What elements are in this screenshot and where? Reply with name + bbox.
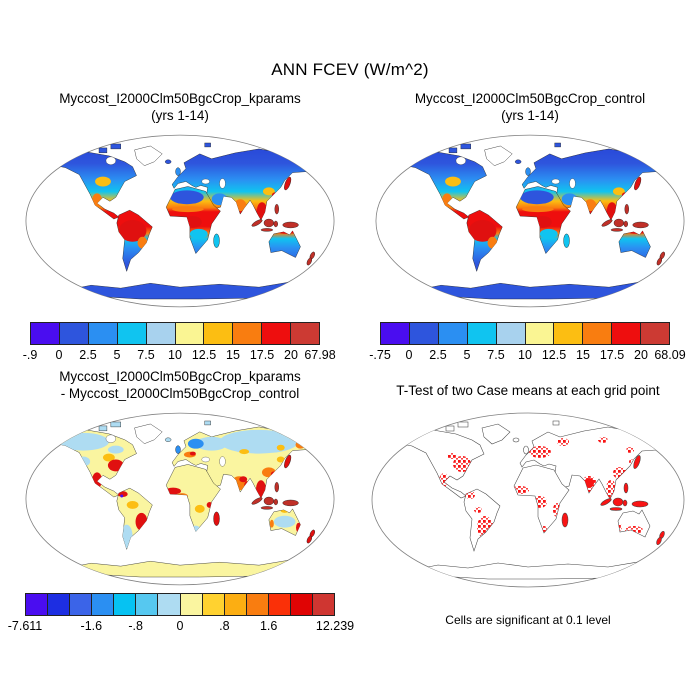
colorbar-tick-label: 7.5 — [487, 348, 505, 362]
colorbar-cell — [525, 323, 555, 344]
colorbar-tick-label: 0 — [55, 348, 63, 362]
colorbar-cell — [88, 323, 118, 344]
figure-title: ANN FCEV (W/m^2) — [271, 60, 429, 79]
colorbar-tick-label: 15 — [226, 348, 240, 362]
colorbar-cell — [290, 594, 314, 615]
colorbar-cell — [246, 594, 269, 615]
panel-title-line1: T-Test of two Case means at each grid po… — [396, 383, 660, 398]
panel-title-line1: Myccost_I2000Clm50BgcCrop_kparams — [59, 91, 301, 106]
colorbar-tick-label: 67.98 — [304, 348, 336, 362]
map-control — [375, 134, 685, 308]
colorbar-cell — [136, 594, 159, 615]
map-difference — [25, 412, 335, 586]
colorbar-cell — [467, 323, 497, 344]
colorbar-cell — [114, 594, 137, 615]
panel-title: Myccost_I2000Clm50BgcCrop_kparams - Mycc… — [22, 368, 338, 402]
colorbar-tick-label: -.8 — [128, 619, 143, 633]
panel-title-line1: Myccost_I2000Clm50BgcCrop_kparams — [59, 369, 301, 384]
colorbar-tick-label: 20 — [284, 348, 298, 362]
colorbar-tick-label: 0 — [405, 348, 413, 362]
colorbar-cell — [180, 594, 203, 615]
colorbar-tick-label: -7.611 — [7, 619, 43, 633]
colorbar-tick-label: 12.5 — [541, 348, 567, 362]
lakes — [105, 156, 226, 189]
panel-kparams: Myccost_I2000Clm50BgcCrop_kparams (yrs 1… — [22, 90, 338, 375]
colorbar-cell — [59, 323, 89, 344]
colorbar-cell — [204, 323, 234, 344]
colorbar-tick-label: -1.6 — [80, 619, 103, 633]
colorbar-cell — [70, 594, 93, 615]
colorbar-cell — [48, 594, 71, 615]
colorbar-cell — [409, 323, 439, 344]
colorbar-cells — [380, 322, 670, 345]
panel-ttest: T-Test of two Case means at each grid po… — [368, 368, 688, 660]
colorbar-ticks: -7.611 -1.6 -.8 0 .8 1.6 12.239 — [8, 616, 354, 634]
panel-title-line2: - Myccost_I2000Clm50BgcCrop_control — [60, 386, 300, 401]
colorbar-difference: -7.611 -1.6 -.8 0 .8 1.6 12.239 — [8, 593, 354, 634]
colorbar-cells — [25, 593, 335, 616]
colorbar-cell — [496, 323, 526, 344]
colorbar-cell — [175, 323, 205, 344]
colorbar-tick-label: 10 — [168, 348, 182, 362]
lakes — [455, 156, 576, 189]
colorbar-cell — [31, 323, 60, 344]
map-kparams — [25, 134, 335, 308]
colorbar-cell — [268, 594, 291, 615]
colorbar-cell — [202, 594, 225, 615]
colorbar-tick-label: 68.09 — [654, 348, 686, 362]
colorbar-cell — [583, 323, 613, 344]
panel-title-line2: (yrs 1-14) — [501, 108, 559, 123]
colorbar-cell — [233, 323, 263, 344]
panel-control: Myccost_I2000Clm50BgcCrop_control (yrs 1… — [369, 90, 688, 375]
colorbar-tick-label: 10 — [518, 348, 532, 362]
colorbar-tick-label: 5 — [113, 348, 121, 362]
colorbar-ticks: -.9 0 2.5 5 7.5 10 12.5 15 17.5 20 67.98 — [23, 345, 336, 363]
colorbar-tick-label: 12.239 — [315, 619, 355, 633]
significance-caption: Cells are significant at 0.1 level — [445, 613, 611, 627]
colorbar-tick-label: -.75 — [369, 348, 391, 362]
colorbar-cell — [554, 323, 584, 344]
panel-difference: Myccost_I2000Clm50BgcCrop_kparams - Mycc… — [8, 368, 354, 660]
colorbar-tick-label: 17.5 — [599, 348, 625, 362]
colorbar-control: -.75 0 2.5 5 7.5 10 12.5 15 17.5 20 68.09 — [369, 322, 686, 363]
panel-title-line2: (yrs 1-14) — [151, 108, 209, 123]
colorbar-tick-label: 2.5 — [79, 348, 97, 362]
colorbar-cell — [381, 323, 410, 344]
colorbar-ticks: -.75 0 2.5 5 7.5 10 12.5 15 17.5 20 68.09 — [369, 345, 685, 363]
colorbar-tick-label: -.9 — [22, 348, 38, 362]
colorbar-cell — [92, 594, 115, 615]
panel-title: Myccost_I2000Clm50BgcCrop_control (yrs 1… — [372, 90, 688, 124]
value-overlays — [92, 176, 297, 249]
colorbar-cell — [26, 594, 49, 615]
colorbar-cell — [117, 323, 147, 344]
colorbar-tick-label: 12.5 — [191, 348, 217, 362]
colorbar-cell — [313, 594, 335, 615]
colorbar-cell — [438, 323, 468, 344]
panel-title: Myccost_I2000Clm50BgcCrop_kparams (yrs 1… — [22, 90, 338, 124]
map-ttest — [371, 412, 685, 588]
colorbar-tick-label: 15 — [576, 348, 590, 362]
colorbar-tick-label: 7.5 — [137, 348, 155, 362]
colorbar-cells — [30, 322, 320, 345]
lakes — [105, 434, 226, 467]
colorbar-tick-label: 2.5 — [429, 348, 447, 362]
panel-title: T-Test of two Case means at each grid po… — [368, 382, 688, 399]
colorbar-tick-label: 1.6 — [259, 619, 278, 633]
panel-title-line1: Myccost_I2000Clm50BgcCrop_control — [414, 91, 646, 106]
colorbar-cell — [224, 594, 247, 615]
colorbar-cell — [641, 323, 670, 344]
colorbar-cell — [262, 323, 292, 344]
colorbar-kparams: -.9 0 2.5 5 7.5 10 12.5 15 17.5 20 67.98 — [23, 322, 336, 363]
significant-cells-solid — [584, 478, 594, 488]
colorbar-tick-label: 5 — [463, 348, 471, 362]
colorbar-cell — [158, 594, 181, 615]
colorbar-cell — [612, 323, 642, 344]
colorbar-tick-label: 0 — [176, 619, 184, 633]
colorbar-tick-label: 17.5 — [249, 348, 275, 362]
colorbar-tick-label: 20 — [634, 348, 648, 362]
colorbar-tick-label: .8 — [219, 619, 230, 633]
colorbar-cell — [146, 323, 176, 344]
colorbar-cell — [291, 323, 320, 344]
